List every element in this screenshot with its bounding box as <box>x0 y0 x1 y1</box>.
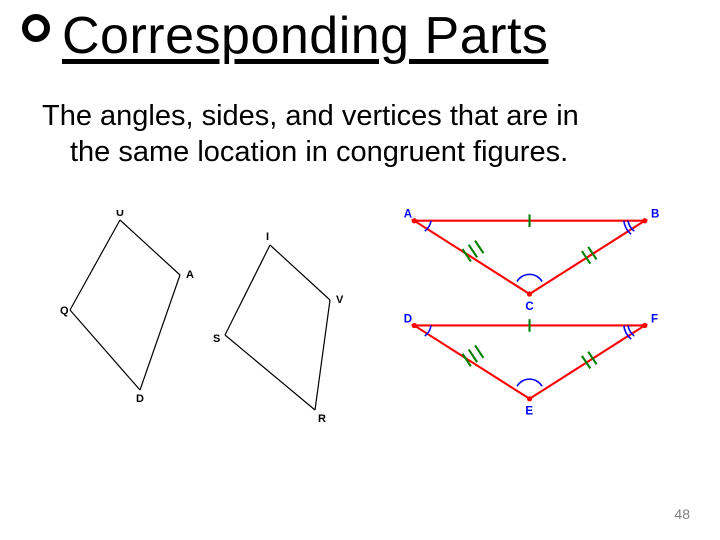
label-V: V <box>336 294 344 306</box>
label-E: E <box>525 406 533 418</box>
page-number: 48 <box>674 506 690 522</box>
quadrilaterals-diagram: U A Q D I V S R <box>60 210 360 430</box>
definition-text: The angles, sides, and vertices that are… <box>42 98 682 171</box>
label-S: S <box>213 333 220 345</box>
label-B: B <box>651 209 659 221</box>
label-R: R <box>318 413 326 425</box>
triangles-diagram: A B C D F E <box>390 205 690 425</box>
label-D2: D <box>404 313 412 325</box>
label-F: F <box>651 313 658 325</box>
page-title: Corresponding Parts <box>62 6 548 66</box>
quad-right: I V S R <box>213 231 344 425</box>
label-A2: A <box>404 209 413 221</box>
triangle-bottom: D F E <box>404 313 658 417</box>
label-A: A <box>186 269 194 281</box>
quad-left: U A Q D <box>60 210 194 405</box>
label-U: U <box>116 210 124 219</box>
bullet-icon <box>22 14 50 42</box>
label-C: C <box>525 301 533 313</box>
definition-line1: The angles, sides, and vertices that are… <box>42 100 579 132</box>
label-D: D <box>136 393 144 405</box>
label-I: I <box>266 231 269 243</box>
triangle-top: A B C <box>404 209 660 313</box>
definition-line2: the same location in congruent figures. <box>70 134 682 170</box>
label-Q: Q <box>60 305 69 317</box>
